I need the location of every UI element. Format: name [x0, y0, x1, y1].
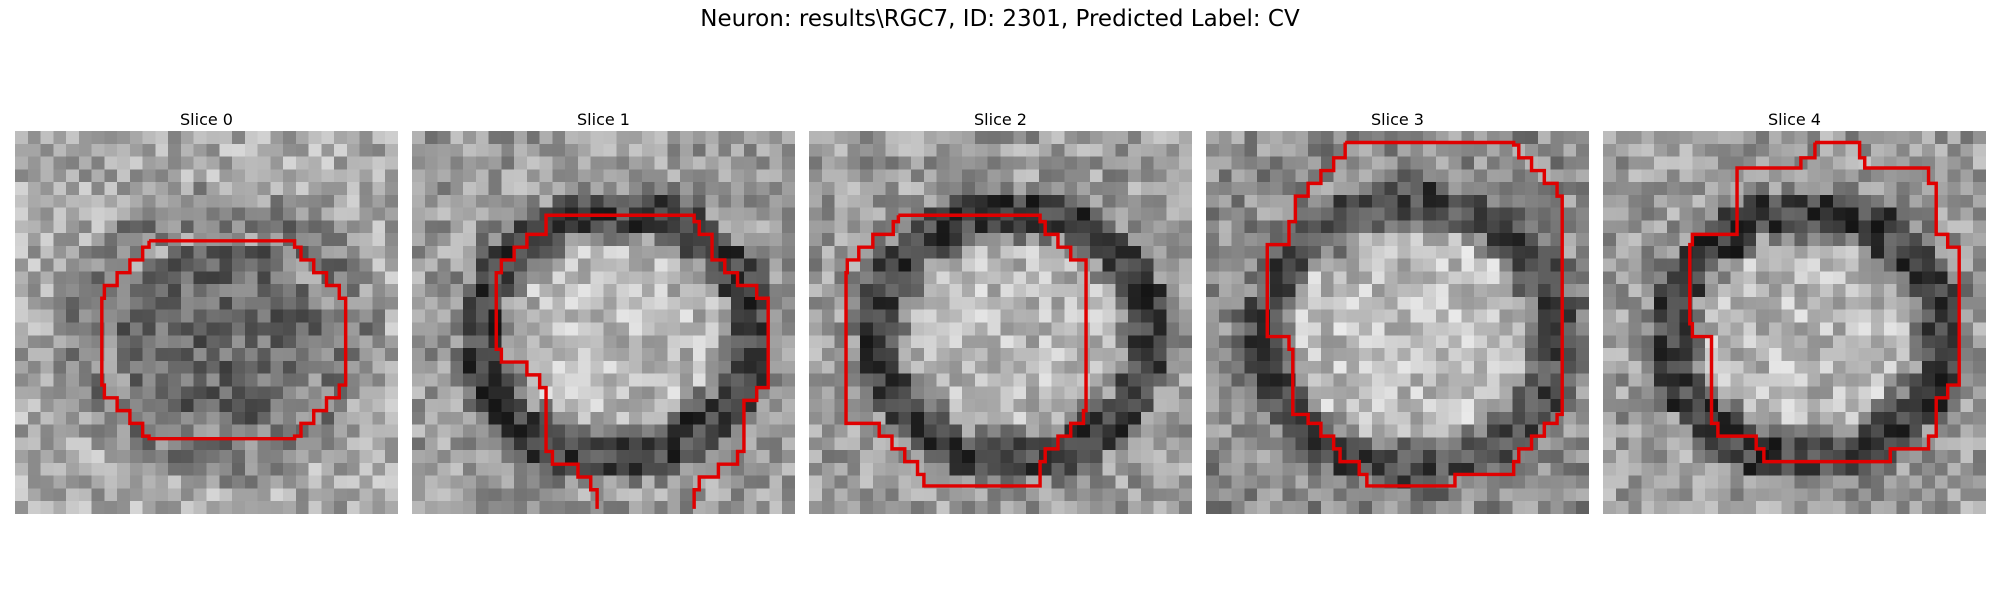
slice-image-1: [412, 131, 795, 514]
slice-image-3: [1206, 131, 1589, 514]
segmentation-contour: [1688, 140, 1961, 464]
slice-panel-0: Slice 0: [15, 109, 398, 514]
slice-title: Slice 0: [180, 110, 233, 129]
segmentation-contour: [494, 213, 770, 509]
slice-panel-2: Slice 2: [809, 109, 1192, 514]
slice-image-4: [1603, 131, 1986, 514]
segmentation-contour: [100, 239, 348, 441]
slice-title: Slice 4: [1768, 110, 1821, 129]
slice-title: Slice 3: [1371, 110, 1424, 129]
grayscale-image: [15, 131, 398, 514]
segmentation-contour: [844, 213, 1088, 488]
slice-image-2: [809, 131, 1192, 514]
segmentation-contour: [1265, 140, 1564, 488]
slice-panel-1: Slice 1: [412, 109, 795, 514]
slice-title: Slice 1: [577, 110, 630, 129]
grayscale-image: [412, 131, 795, 514]
slice-panel-3: Slice 3: [1206, 109, 1589, 514]
slice-title: Slice 2: [974, 110, 1027, 129]
figure-title: Neuron: results\RGC7, ID: 2301, Predicte…: [700, 6, 1300, 32]
grayscale-image: [809, 131, 1192, 514]
slice-image-0: [15, 131, 398, 514]
slice-panel-4: Slice 4: [1603, 109, 1986, 514]
